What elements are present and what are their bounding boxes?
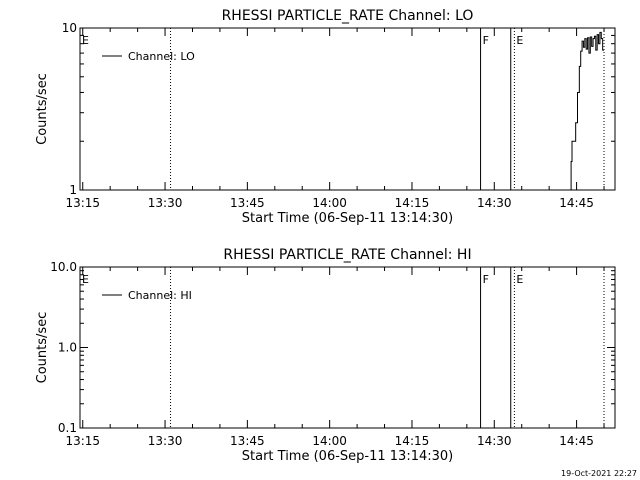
x-tick-label: 13:45 xyxy=(230,196,265,210)
y-tick-label: 1.0 xyxy=(58,341,77,355)
marker-flag-F: F xyxy=(483,34,489,47)
x-tick-label: 13:15 xyxy=(65,196,100,210)
x-tick-label: 14:00 xyxy=(312,196,347,210)
series-line-1 xyxy=(569,31,605,191)
x-tick-label: 14:15 xyxy=(395,196,430,210)
x-axis-label: Start Time (06-Sep-11 13:14:30) xyxy=(242,449,453,464)
legend-entry: Channel: LO xyxy=(128,50,195,63)
x-tick-label: 13:30 xyxy=(148,196,183,210)
chart-panel-1: RHESSI PARTICLE_RATE Channel: LO Counts/s… xyxy=(35,8,616,226)
y-tick-label: 10 xyxy=(62,21,77,35)
x-tick-label: 14:15 xyxy=(395,434,430,448)
legend-entry: Channel: HI xyxy=(128,289,192,302)
y-axis-label: Counts/sec xyxy=(35,312,50,384)
y-axis-label: Counts/sec xyxy=(35,73,50,145)
y-tick-label: 10.0 xyxy=(50,260,77,274)
annotation-E: E xyxy=(82,273,89,286)
x-tick-label: 13:45 xyxy=(230,434,265,448)
chart-title: RHESSI PARTICLE_RATE Channel: LO xyxy=(222,8,474,24)
x-tick-label: 14:30 xyxy=(477,196,512,210)
x-axis-label: Start Time (06-Sep-11 13:14:30) xyxy=(242,211,453,226)
y-tick-label: 1 xyxy=(69,183,77,197)
marker-flag-E: E xyxy=(516,34,523,47)
x-tick-label: 13:15 xyxy=(65,434,100,448)
x-tick-label: 14:30 xyxy=(477,434,512,448)
y-tick-label: 0.1 xyxy=(58,421,77,435)
x-tick-label: 14:45 xyxy=(559,434,594,448)
x-tick-label: 14:00 xyxy=(312,434,347,448)
marker-flag-E: E xyxy=(516,273,523,286)
x-tick-label: 14:45 xyxy=(559,196,594,210)
x-tick-label: 13:30 xyxy=(148,434,183,448)
plot-frame xyxy=(79,27,616,191)
chart-panel-2: RHESSI PARTICLE_RATE Channel: HI Counts/s… xyxy=(35,247,616,464)
marker-flag-F: F xyxy=(483,273,489,286)
chart-title: RHESSI PARTICLE_RATE Channel: HI xyxy=(223,247,471,263)
annotation-E: E xyxy=(82,34,89,47)
footer-timestamp: 19-Oct-2021 22:27 xyxy=(561,469,637,478)
